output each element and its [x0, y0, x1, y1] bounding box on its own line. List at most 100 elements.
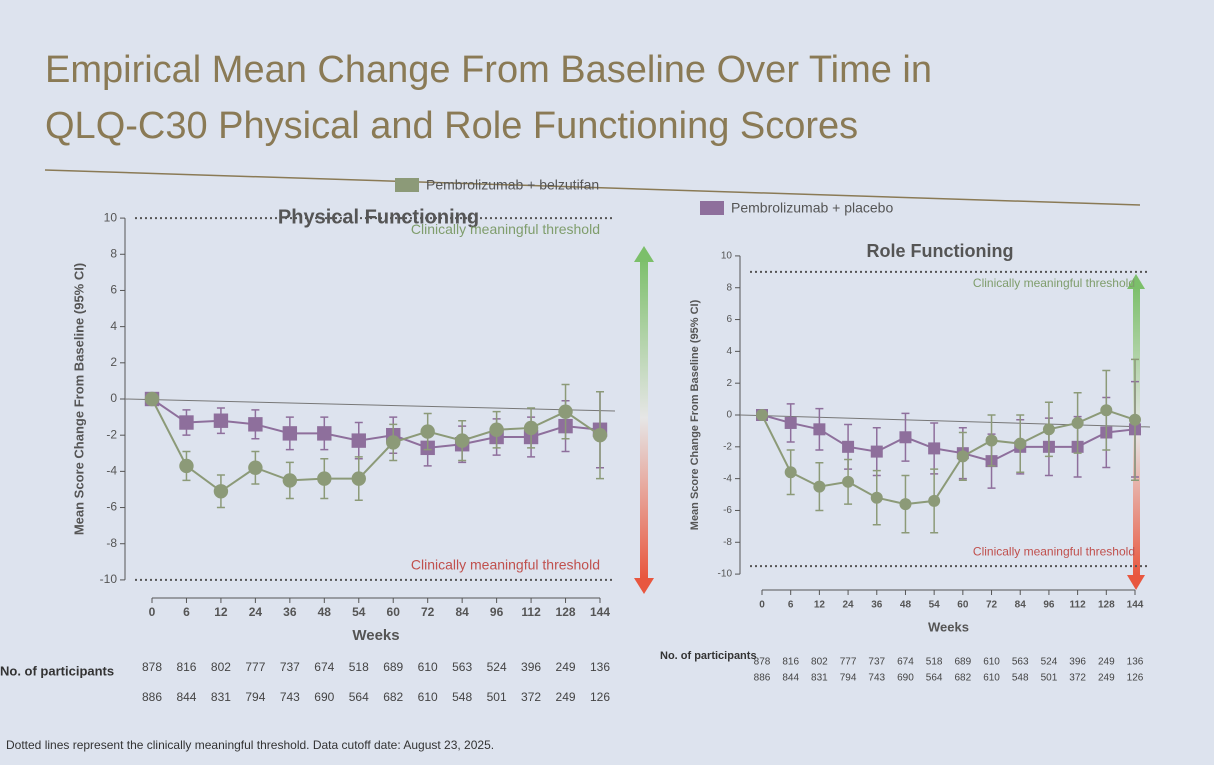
participants-count: 844	[782, 673, 799, 684]
marker	[956, 450, 969, 463]
x-tick-label: 60	[957, 600, 969, 611]
x-tick-label: 12	[814, 600, 826, 611]
y-tick-label: 4	[726, 346, 732, 357]
participants-count: 126	[590, 690, 610, 704]
marker	[870, 491, 883, 504]
participants-count: 743	[280, 690, 300, 704]
slide-title: Empirical Mean Change From Baseline Over…	[45, 49, 932, 91]
y-tick-label: -8	[723, 537, 732, 548]
participants-count: 777	[245, 660, 265, 674]
marker	[489, 422, 504, 437]
y-tick-label: 2	[726, 378, 732, 389]
participants-count: 372	[1069, 673, 1086, 684]
marker	[985, 434, 998, 447]
marker	[899, 431, 912, 444]
marker	[842, 475, 855, 488]
participants-count: 518	[926, 657, 943, 668]
x-tick-label: 128	[556, 605, 576, 619]
threshold-label: Clinically meaningful threshold	[411, 221, 600, 237]
marker	[248, 417, 263, 432]
x-tick-label: 84	[1015, 600, 1027, 611]
y-tick-label: 6	[110, 283, 117, 297]
marker	[756, 409, 768, 421]
threshold-label: Clinically meaningful threshold	[973, 276, 1135, 290]
x-tick-label: 48	[318, 605, 332, 619]
marker	[213, 484, 229, 499]
participants-count: 564	[926, 673, 943, 684]
participants-count: 249	[1098, 673, 1115, 684]
participants-count: 689	[955, 657, 972, 668]
participants-count: 844	[176, 690, 196, 704]
participants-count: 831	[211, 690, 231, 704]
participants-count: 777	[840, 657, 857, 668]
marker	[1129, 413, 1141, 426]
participants-count: 524	[487, 660, 507, 674]
x-tick-label: 144	[1127, 600, 1144, 611]
participants-count: 674	[897, 657, 914, 668]
x-tick-label: 36	[871, 600, 883, 611]
marker	[523, 420, 539, 436]
marker	[351, 471, 366, 486]
x-tick-label: 54	[352, 605, 366, 619]
y-tick-label: 8	[110, 246, 117, 260]
participants-count: 802	[211, 660, 231, 674]
slide-title: QLQ-C30 Physical and Role Functioning Sc…	[45, 105, 858, 147]
marker	[928, 442, 941, 455]
participants-count: 690	[897, 673, 914, 684]
marker	[144, 391, 160, 407]
y-axis-label: Mean Score Change From Baseline (95% CI)	[71, 263, 86, 535]
marker	[899, 498, 912, 511]
y-tick-label: 0	[110, 391, 117, 405]
participants-count: 794	[245, 690, 265, 704]
legend: Pembrolizumab + belzutifan Pembrolizumab…	[395, 177, 893, 216]
x-tick-label: 54	[929, 600, 941, 611]
marker	[351, 433, 366, 448]
x-tick-label: 48	[900, 600, 912, 611]
x-tick-label: 96	[1043, 600, 1055, 611]
y-tick-label: -2	[723, 441, 732, 452]
y-tick-label: -10	[718, 569, 733, 580]
y-tick-label: -4	[106, 464, 117, 478]
participants-count: 674	[314, 660, 334, 674]
participants-count: 878	[754, 657, 771, 668]
participants-count: 743	[868, 673, 885, 684]
y-tick-label: -2	[106, 427, 117, 441]
participants-count: 816	[176, 660, 196, 674]
arrow	[634, 246, 654, 594]
marker	[248, 460, 263, 475]
y-tick-label: 10	[721, 251, 733, 262]
participants-count: 831	[811, 673, 828, 684]
x-tick-label: 6	[788, 600, 794, 611]
participants-count: 136	[590, 660, 610, 674]
participants-count: 610	[418, 690, 438, 704]
marker	[813, 423, 826, 436]
participants-label: No. of participants	[660, 650, 757, 662]
y-tick-label: 0	[726, 410, 732, 421]
marker	[870, 445, 883, 458]
participants-count: 126	[1127, 673, 1144, 684]
y-tick-label: -6	[723, 505, 732, 516]
marker	[842, 440, 855, 453]
marker	[179, 458, 194, 474]
y-tick-label: 2	[110, 355, 117, 369]
marker	[558, 404, 573, 419]
y-tick-label: -4	[723, 473, 732, 484]
participants-count: 518	[349, 660, 369, 674]
participants-count: 794	[840, 673, 857, 684]
participants-count: 610	[983, 673, 1000, 684]
marker	[1100, 404, 1113, 417]
x-axis-label: Weeks	[352, 627, 399, 644]
participants-count: 136	[1127, 657, 1144, 668]
participants-count: 249	[556, 660, 576, 674]
x-tick-label: 112	[521, 605, 541, 619]
y-tick-label: -8	[106, 536, 117, 550]
participants-count: 690	[314, 690, 334, 704]
y-axis-label: Mean Score Change From Baseline (95% CI)	[689, 299, 701, 530]
marker	[454, 433, 470, 448]
marker	[813, 480, 826, 493]
y-tick-label: -10	[100, 572, 118, 586]
y-tick-label: 8	[726, 282, 732, 293]
x-tick-label: 12	[214, 605, 228, 619]
threshold-label: Clinically meaningful threshold	[973, 544, 1135, 558]
